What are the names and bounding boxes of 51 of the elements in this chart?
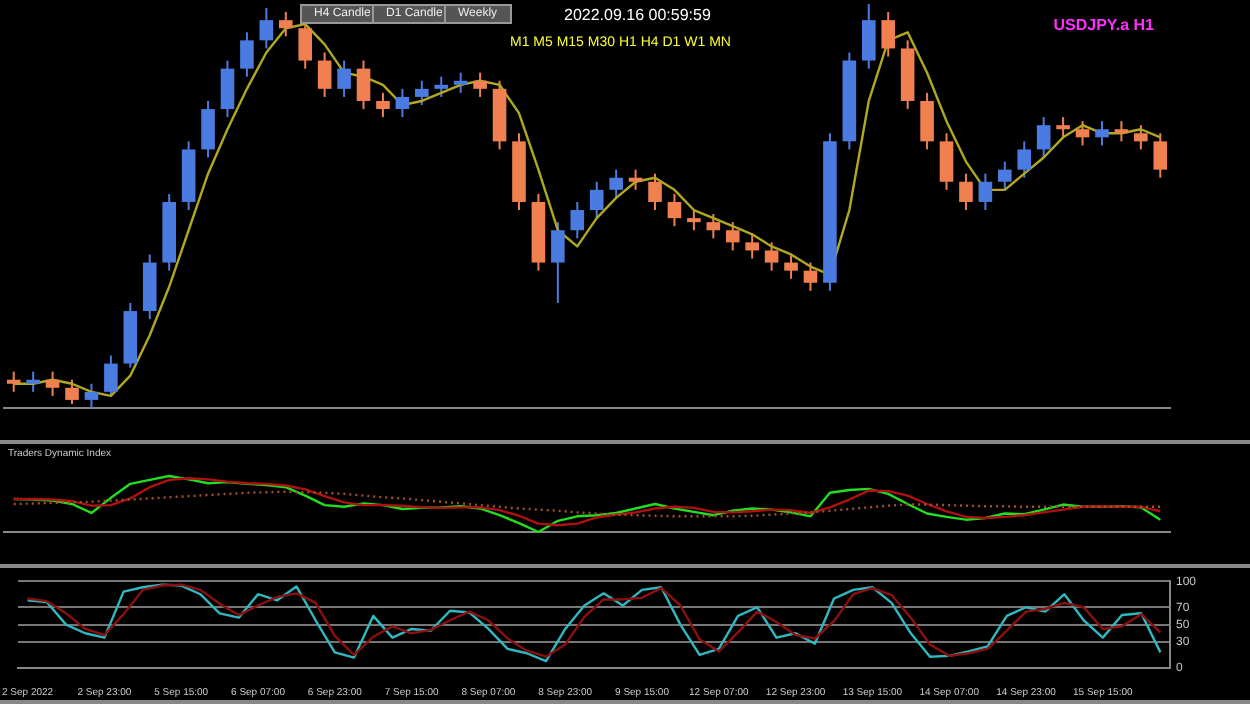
candlestick (648, 172, 662, 212)
candlestick (434, 75, 449, 98)
candlestick (725, 221, 740, 252)
candlestick (589, 180, 604, 220)
candlestick (65, 378, 79, 405)
candlestick (337, 59, 351, 98)
candlestick (220, 59, 235, 119)
candlestick (803, 261, 818, 292)
candlestick (978, 172, 993, 212)
candlestick (356, 59, 371, 111)
candlestick (376, 91, 390, 119)
candlestick (706, 213, 721, 240)
candlestick (104, 354, 118, 397)
candlestick (1075, 120, 1090, 147)
candlestick (1153, 132, 1168, 179)
candlestick (26, 370, 40, 393)
candlestick (395, 87, 410, 119)
candlestick (1056, 116, 1070, 139)
candlestick (317, 51, 332, 98)
candlestick (45, 370, 60, 397)
candlestick (764, 241, 779, 272)
annotation: USDJPY.a H1 (1053, 16, 1154, 34)
candlestick (473, 71, 487, 98)
candlestick (551, 221, 565, 304)
candlestick (920, 91, 934, 151)
candlestick (259, 7, 274, 50)
candlestick (240, 31, 254, 78)
candlestick (1095, 120, 1109, 147)
candlestick (201, 99, 215, 159)
candlestick (84, 382, 99, 409)
candlestick (415, 79, 429, 106)
candlestick (745, 233, 759, 260)
candlestick (1036, 116, 1051, 159)
candlestick (278, 11, 293, 38)
candlestick (939, 132, 954, 191)
candlestick (6, 370, 21, 393)
candlestick (784, 253, 798, 280)
candlestick (1134, 124, 1148, 151)
candlestick (667, 192, 682, 228)
candlestick (453, 71, 468, 94)
candlestick (998, 160, 1012, 191)
candlestick (570, 200, 585, 240)
annotation: 2022.09.16 00:59:59 (564, 6, 711, 24)
candlestick (959, 172, 973, 212)
candlestick (1017, 140, 1032, 179)
candlestick (628, 168, 643, 191)
candlestick (881, 11, 896, 58)
candlestick (687, 209, 701, 232)
candlestick (609, 168, 623, 199)
candlestick (1114, 120, 1129, 143)
candlestick (861, 3, 876, 70)
